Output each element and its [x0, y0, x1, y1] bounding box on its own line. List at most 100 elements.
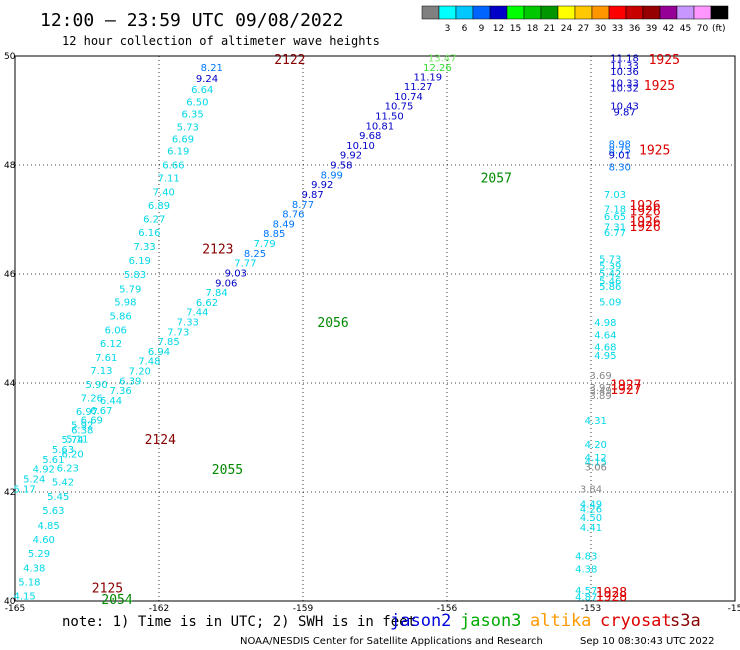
data-point-label: 7.31 — [604, 223, 626, 234]
data-point-label: 4.87 — [575, 593, 597, 604]
data-point-label: 6.16 — [138, 228, 160, 239]
data-point-label: 6.69 — [81, 416, 103, 427]
data-point-label: 11.19 — [413, 72, 442, 83]
legend-swatch — [540, 5, 559, 20]
data-point-label: 11.50 — [375, 111, 404, 122]
legend-label: 45 — [680, 24, 691, 34]
pass-number-label: 1928 — [596, 590, 627, 605]
data-point-label: 11.33 — [610, 61, 639, 72]
legend-swatch — [506, 5, 525, 20]
pass-number-label: 1925 — [649, 53, 680, 68]
data-point-label: 6.64 — [191, 85, 213, 96]
chart-title: 12:00 – 23:59 UTC 09/08/2022 — [40, 10, 343, 31]
data-point-label: 8.98 — [609, 139, 631, 150]
legend-label: 21 — [544, 24, 555, 34]
legend-label: 42 — [663, 24, 674, 34]
pass-number-label: 1925 — [644, 79, 675, 94]
data-point-label: 8.99 — [321, 170, 343, 181]
data-point-label: 7.11 — [157, 174, 179, 185]
pass-number-label: 1926 — [629, 204, 660, 219]
data-point-label: 4.15 — [13, 592, 35, 603]
data-point-label: 8.76 — [282, 210, 304, 221]
data-point-label: 4.60 — [33, 535, 55, 546]
data-point-label: 7.85 — [157, 337, 179, 348]
data-point-label: 5.90 — [85, 380, 107, 391]
data-point-label: 8.77 — [292, 200, 314, 211]
data-point-label: 6.44 — [100, 396, 122, 407]
pass-number-label: 1925 — [639, 143, 670, 158]
data-point-label: 6.12 — [100, 339, 122, 350]
data-point-label: 4.64 — [594, 331, 616, 342]
data-point-label: 7.33 — [177, 318, 199, 329]
pass-number-label: 1927 — [610, 383, 641, 398]
pass-number-label: 1926 — [629, 220, 660, 235]
legend-swatch — [608, 5, 627, 20]
data-point-label: 7.84 — [205, 288, 227, 299]
satellite-name: cryosat — [600, 611, 672, 631]
legend-swatch — [557, 5, 576, 20]
data-point-label: 10.36 — [610, 67, 639, 78]
data-point-label: 3.69 — [589, 371, 611, 382]
data-point-label: 7.18 — [604, 205, 626, 216]
data-point-label: 6.89 — [148, 201, 170, 212]
data-point-label: 6.35 — [181, 109, 203, 120]
data-point-label: 5.61 — [42, 455, 64, 466]
pass-number-label: 1928 — [596, 586, 627, 601]
legend-label: 36 — [629, 24, 641, 34]
data-point-label: 4.50 — [580, 513, 602, 524]
data-point-label: 5.42 — [52, 478, 74, 489]
data-point-label: 9.87 — [301, 190, 323, 201]
data-point-label: 5.46 — [599, 277, 621, 288]
data-point-label: 9.01 — [609, 151, 631, 162]
data-point-label: 5.79 — [119, 284, 141, 295]
satellite-name: altika — [530, 611, 591, 631]
data-point-label: 5.42 — [599, 269, 621, 280]
data-point-label: 5.18 — [18, 577, 40, 588]
data-point-label: 5.09 — [599, 297, 621, 308]
data-point-label: 8.85 — [263, 229, 285, 240]
y-tick-label: 42 — [4, 488, 15, 498]
legend-label: 3 — [445, 24, 451, 34]
data-point-label: 10.43 — [610, 102, 639, 113]
data-point-label: 7.36 — [109, 386, 131, 397]
data-point-label: 6.69 — [172, 134, 194, 145]
x-tick-label: -165 — [5, 604, 25, 614]
data-point-label: 9.87 — [613, 108, 635, 119]
legend-label: 30 — [595, 24, 607, 34]
pass-number-label: 2124 — [145, 433, 176, 448]
data-point-label: 4.98 — [594, 318, 616, 329]
legend-unit: (ft) — [712, 24, 726, 34]
data-point-label: 7.03 — [604, 190, 626, 201]
y-tick-label: 46 — [4, 270, 16, 280]
data-point-label: 4.68 — [594, 343, 616, 354]
data-point-label: 6.77 — [604, 228, 626, 239]
x-tick-label: -159 — [293, 604, 314, 614]
data-point-label: 6.38 — [71, 425, 93, 436]
chart-subtitle: 12 hour collection of altimeter wave hei… — [62, 34, 380, 48]
data-point-label: 3.84 — [580, 484, 602, 495]
legend-swatch — [710, 5, 729, 20]
data-point-label: 8.21 — [201, 63, 223, 74]
data-point-label: 7.73 — [167, 327, 189, 338]
footer-note: note: 1) Time is in UTC; 2) SWH is in fe… — [62, 614, 416, 630]
data-point-label: 9.06 — [215, 278, 237, 289]
data-point-label: 6.23 — [57, 464, 79, 475]
data-point-label: 5.29 — [28, 549, 50, 560]
data-point-label: 6.94 — [148, 347, 170, 358]
color-legend: 3 6 9 12 15 18 21 24 27 30 33 36 39 42 45 70 — [421, 5, 729, 34]
data-point-label: 6.65 — [604, 212, 626, 223]
legend-swatch — [676, 5, 695, 20]
data-point-label: 6.39 — [119, 376, 141, 387]
data-point-label: 6.27 — [143, 215, 165, 226]
plot-border — [14, 55, 736, 602]
legend-swatch — [421, 5, 440, 20]
data-point-label: 9.92 — [340, 151, 362, 162]
legend-label: 27 — [578, 24, 589, 34]
data-point-label: 10.32 — [610, 84, 639, 95]
legend-swatch — [472, 5, 491, 20]
data-point-label: 4.85 — [37, 521, 59, 532]
data-point-label: 7.61 — [95, 353, 117, 364]
x-tick-label: -156 — [437, 604, 458, 614]
